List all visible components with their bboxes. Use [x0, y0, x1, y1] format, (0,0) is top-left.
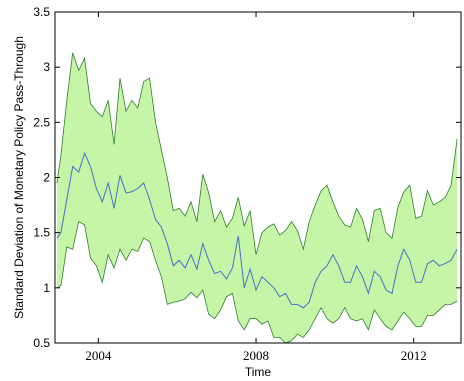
- plot-area: [56, 52, 458, 344]
- axis-ticks: 0.5 1 1.5 2 2.5 3 3.5 2004 2008 2012: [33, 5, 461, 363]
- y-tick-label: 0.5: [33, 336, 50, 350]
- y-tick-label: 1: [43, 281, 50, 295]
- x-tick-label: 2004: [85, 348, 112, 363]
- y-tick-label: 2.5: [33, 115, 50, 129]
- y-tick-label: 2: [43, 171, 50, 185]
- x-tick-label: 2008: [243, 348, 269, 363]
- confidence-band: [57, 52, 458, 344]
- y-tick-label: 3: [43, 60, 50, 74]
- upper-bound-line: [56, 52, 458, 255]
- median-line: [56, 151, 458, 309]
- y-tick-label: 1.5: [33, 226, 50, 240]
- x-axis-title: Time: [245, 365, 272, 379]
- y-tick-label: 3.5: [33, 5, 50, 19]
- lower-bound-line: [56, 220, 458, 344]
- y-axis-title: Standard Deviation of Monetary Policy Pa…: [12, 36, 26, 319]
- x-tick-label: 2012: [401, 348, 427, 363]
